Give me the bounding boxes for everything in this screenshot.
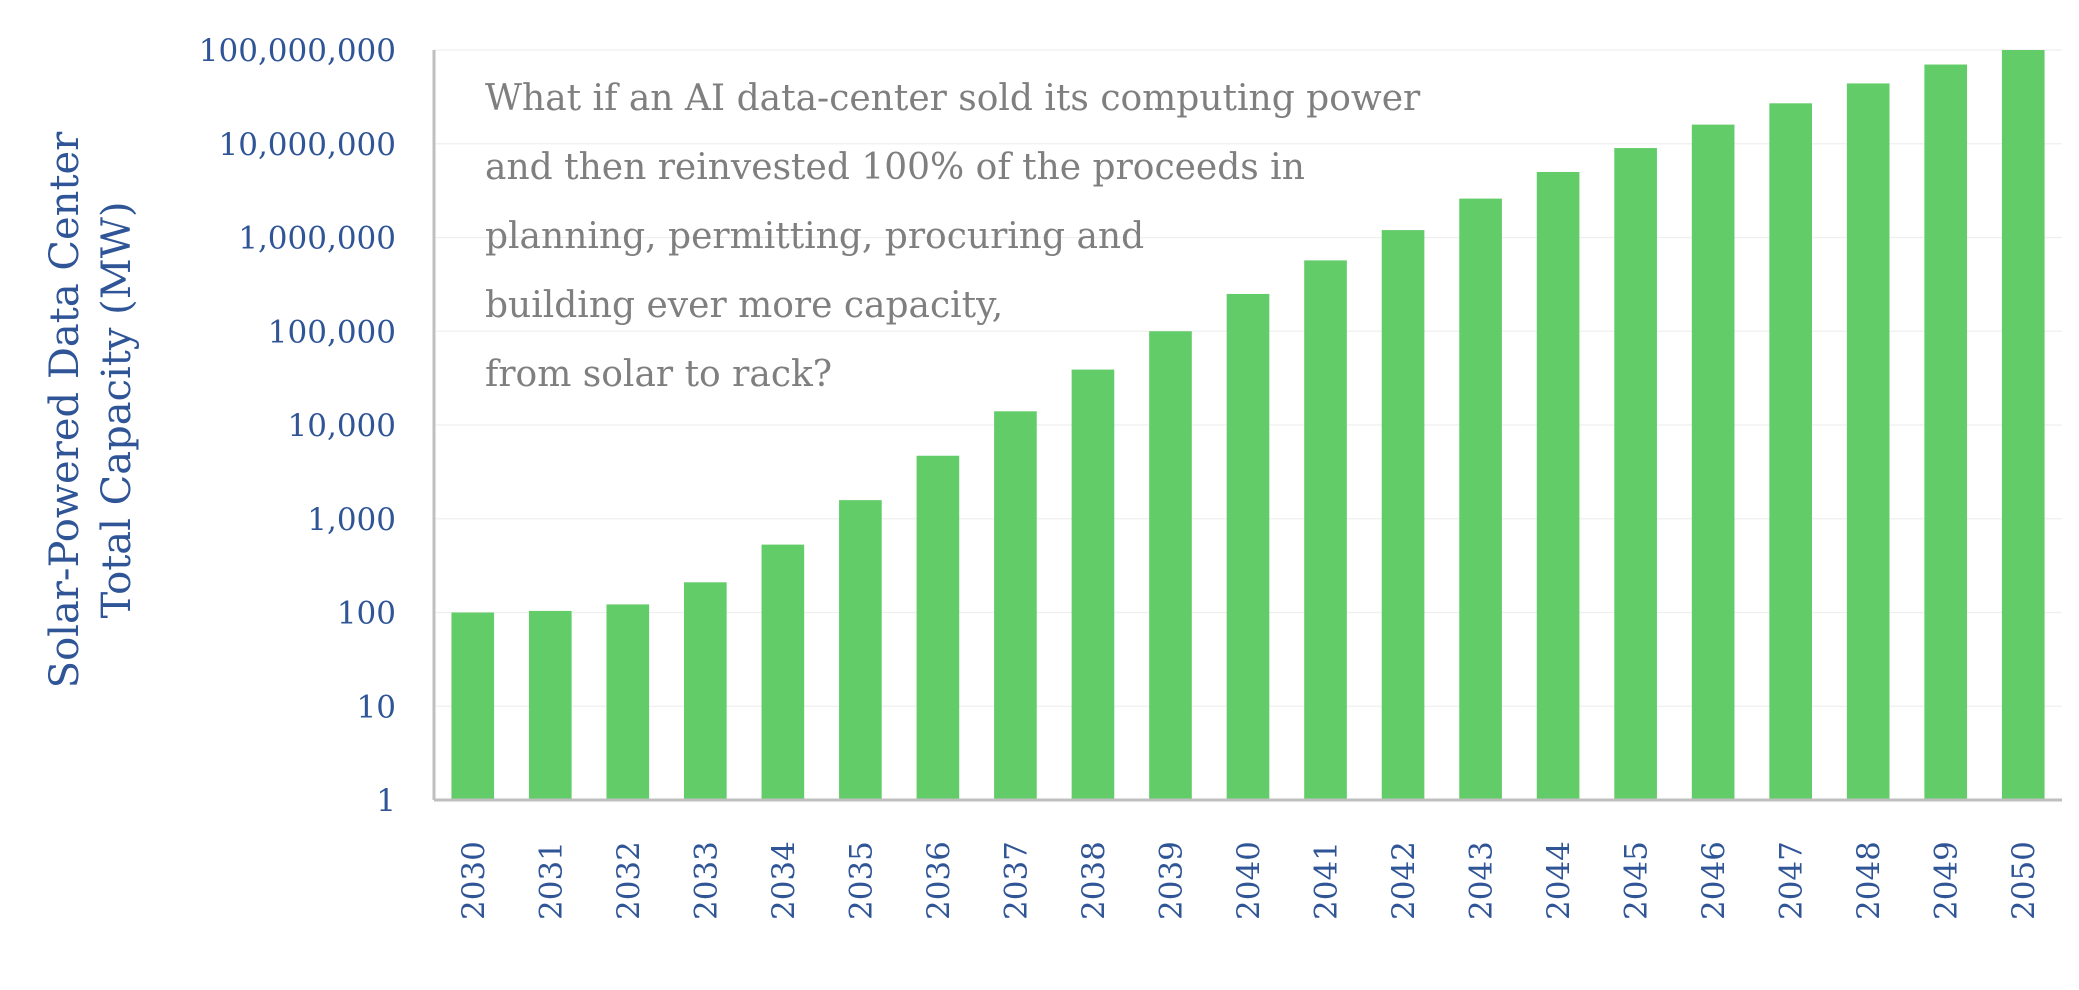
x-tick-label: 2039 [1153,841,1189,920]
bar-2036 [916,455,960,800]
y-tick-label: 100,000 [268,314,396,350]
x-tick-label: 2038 [1076,841,1112,920]
x-tick-label: 2035 [843,841,879,920]
bar-2045 [1614,148,1657,800]
bar-2032 [606,604,650,800]
y-axis-label-line-1: Solar-Powered Data Center [42,131,88,689]
x-tick-label: 2044 [1541,841,1577,920]
bar-2030 [451,612,495,800]
annotation-line-5: from solar to rack? [485,354,832,395]
y-tick-label: 1,000,000 [238,221,396,257]
x-tick-label: 2048 [1851,841,1887,920]
annotation-line-1: What if an AI data-center sold its compu… [485,78,1421,119]
x-tick-label: 2031 [533,841,569,920]
x-tick-label: 2030 [456,841,492,920]
y-axis-label-line-2: Total Capacity (MW) [94,202,140,619]
bar-2035 [839,500,882,800]
bar-2040 [1226,293,1270,800]
bar-2033 [684,582,727,800]
bar-2031 [528,610,572,800]
x-tick-label: 2034 [766,841,802,920]
x-tick-label: 2045 [1619,841,1655,920]
bar-2038 [1071,369,1115,800]
bar-2049 [1924,64,1968,801]
bar-2044 [1536,171,1580,800]
y-tick-label: 10,000 [288,408,396,444]
bars [451,50,2045,801]
axes [432,50,2062,802]
x-tick-label: 2049 [1929,841,1965,920]
x-tick-label: 2042 [1386,841,1422,920]
bar-2046 [1691,124,1735,800]
x-tick-labels: 2030 2031 2032 2033 2034 2035 2036 2037 2038 2039… [456,841,2042,920]
x-tick-label: 2036 [921,841,957,920]
x-tick-label: 2046 [1696,841,1732,920]
bar-2037 [994,411,1037,800]
annotation: What if an AI data-center sold its compu… [485,78,1421,395]
x-tick-label: 2050 [2006,841,2042,920]
bar-2041 [1304,260,1347,800]
x-tick-label: 2043 [1464,841,1500,920]
y-tick-label: 10,000,000 [219,127,397,163]
annotation-line-2: and then reinvested 100% of the proceeds… [485,147,1305,188]
x-tick-label: 2047 [1774,841,1810,920]
bar-2043 [1459,198,1502,800]
y-tick-label: 100 [337,596,396,632]
y-tick-label: 1,000 [307,502,396,538]
x-tick-label: 2037 [998,841,1034,920]
x-tick-label: 2041 [1309,841,1345,920]
bar-2047 [1769,103,1812,801]
y-tick-label: 10 [357,689,396,725]
x-tick-label: 2032 [611,841,647,920]
bar-2048 [1846,83,1890,800]
annotation-line-4: building ever more capacity, [485,285,1003,326]
bar-2039 [1149,331,1192,800]
bar-2042 [1381,230,1425,800]
x-tick-label: 2033 [688,841,724,920]
y-tick-label: 1 [376,783,396,819]
bar-2034 [761,544,805,800]
y-tick-label: 100,000,000 [199,33,396,69]
x-tick-label: 2040 [1231,841,1267,920]
bar-2050 [2001,50,2045,800]
y-tick-labels: 1 10 100 1,000 10,000 100,000 1,000,000 10,000,… [199,33,396,819]
y-axis-label: Solar-Powered Data Center Total Capacity… [42,131,140,689]
annotation-line-3: planning, permitting, procuring and [485,216,1144,257]
